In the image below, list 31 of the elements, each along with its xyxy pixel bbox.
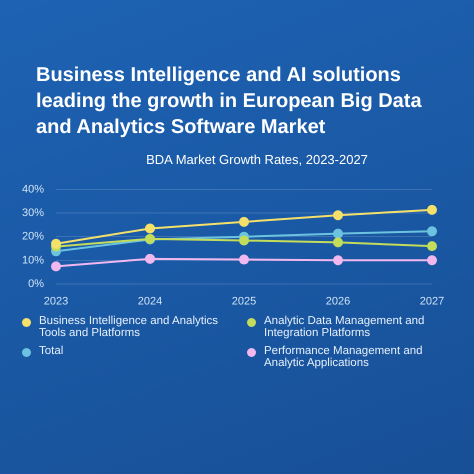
y-tick-label: 10% [22,254,44,266]
y-tick-label: 30% [22,207,44,220]
legend-label: Total [39,345,64,357]
y-tick-label: 20% [22,230,44,243]
x-tick-label: 2023 [44,295,68,308]
x-tick-label: 2025 [232,295,256,308]
y-tick-label: 0% [28,278,44,290]
point [145,223,156,234]
chart-subtitle: BDA Market Growth Rates, 2023-2027 [145,152,369,167]
point [51,238,62,249]
x-tick-label: 2024 [138,295,162,308]
legend-label: Analytic Data Management and Integration Platforms [264,315,426,339]
point [333,255,344,266]
point [427,226,437,236]
point [51,261,62,272]
point [333,228,344,239]
point [239,235,250,246]
point [427,204,437,215]
point [333,210,344,220]
x-tick-label: 2027 [420,295,444,308]
point [427,255,437,266]
point [239,216,250,227]
y-tick-label: 40% [22,184,44,196]
x-tick-label: 2026 [326,295,350,308]
legend-label: Performance Management and Analytic Applications [264,345,424,369]
chart-title: Business Intelligence and AI solutions leading the growth in European Big Data and Analytics Software Market [35,63,423,140]
point [145,254,156,264]
point [239,254,250,265]
legend-label: Business Intelligence and Analytics Tools and Platforms [39,315,219,339]
point [427,241,437,252]
point [333,237,344,248]
